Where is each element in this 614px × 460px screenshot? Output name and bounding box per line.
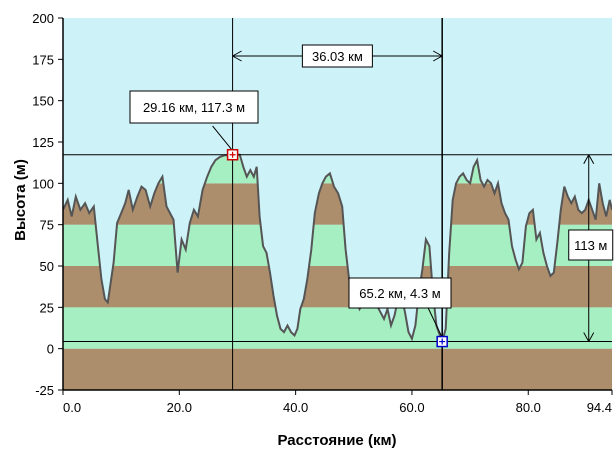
y-axis-title: Высота (м): [12, 159, 29, 241]
point-a-callout: 29.16 км, 117.3 м: [129, 90, 259, 124]
distance-label: 36.03 км: [312, 49, 363, 64]
y-tick-label: -25: [35, 383, 54, 398]
distance-arrow-head-left: [232, 50, 242, 62]
distance-arrow-head-right: [432, 50, 443, 62]
x-tick-label: 80.0: [516, 400, 541, 415]
x-tick-label: 40.0: [283, 400, 308, 415]
y-tick-label: 50: [40, 259, 54, 274]
y-tick-label: 175: [32, 52, 54, 67]
point-a-leader: [212, 125, 233, 152]
distance-annotation: 36.03 км: [301, 44, 373, 68]
y-axis-ticks: 200 175 150 125 100 75 50 25 0 -25: [32, 11, 63, 398]
y-tick-label: 75: [40, 218, 54, 233]
terrain-band: [63, 348, 612, 390]
point-a-marker: [226, 148, 239, 161]
point-a-label: 29.16 км, 117.3 м: [143, 100, 245, 115]
y-tick-label: 200: [32, 11, 54, 26]
terrain-band: [63, 224, 612, 266]
point-a-label-box: [129, 90, 259, 124]
x-tick-label: 94.4: [587, 400, 612, 415]
height-annotation: 113 м: [568, 229, 614, 261]
x-tick-label: 20.0: [167, 400, 192, 415]
axes: [62, 18, 612, 391]
point-b-label: 65.2 км, 4.3 м: [359, 286, 440, 301]
y-tick-label: 125: [32, 135, 54, 150]
point-b-marker: [436, 335, 448, 348]
terrain-band: [63, 266, 612, 308]
height-arrow-head-bottom: [583, 332, 595, 342]
y-tick-label: 25: [40, 300, 54, 315]
point-b-leader: [427, 307, 443, 338]
point-b-callout: 65.2 км, 4.3 м: [348, 277, 452, 309]
y-tick-label: 100: [32, 176, 54, 191]
x-tick-label: 60.0: [399, 400, 424, 415]
height-arrow-head-top: [583, 154, 595, 164]
y-tick-label: 0: [47, 342, 54, 357]
terrain-band: [63, 307, 612, 349]
height-label: 113 м: [574, 238, 607, 253]
x-axis-title: Расстояние (км): [277, 432, 396, 449]
distance-label-box: [301, 44, 373, 68]
height-label-box: [568, 229, 614, 261]
x-tick-label: 0.0: [63, 400, 81, 415]
x-axis-ticks: 0.0 20.0 40.0 60.0 80.0 94.4: [62, 390, 613, 415]
y-tick-label: 150: [32, 94, 54, 109]
point-b-label-box: [348, 277, 452, 309]
